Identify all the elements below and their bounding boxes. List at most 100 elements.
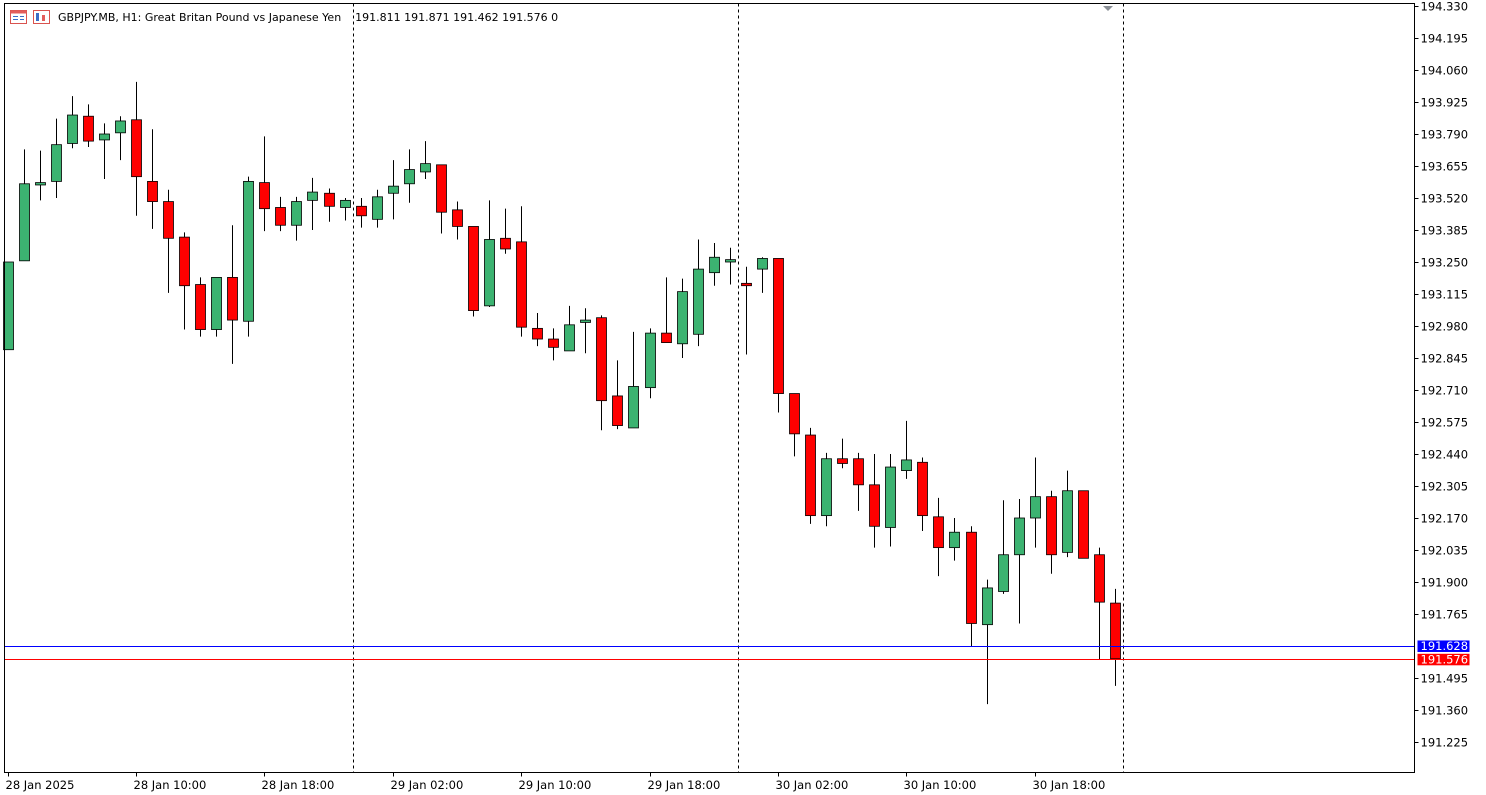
price-tick-label: 193.250	[1421, 256, 1469, 270]
candle	[51, 118, 62, 198]
time-tick-label: 29 Jan 02:00	[391, 778, 464, 792]
candle-body-bull	[1014, 517, 1025, 556]
chart-header: GBPJPY.MB, H1: Great Britan Pound vs Jap…	[10, 9, 558, 25]
candle	[757, 257, 768, 293]
trading-panel-icon[interactable]	[33, 10, 50, 24]
candle-body-bear	[548, 338, 559, 348]
candle	[998, 500, 1009, 594]
candle	[243, 176, 254, 337]
price-tick-label: 193.790	[1421, 128, 1469, 142]
candle-body-bull	[67, 114, 78, 144]
candle	[67, 96, 78, 149]
candle-body-bull	[211, 277, 222, 330]
candle	[227, 225, 238, 364]
candle	[291, 196, 302, 241]
candle-body-bull	[677, 291, 688, 345]
candle	[612, 360, 623, 430]
price-tick-label: 192.575	[1421, 416, 1469, 430]
price-tick-label: 193.115	[1421, 288, 1469, 302]
scroll-shift-marker[interactable]	[1103, 6, 1113, 11]
candle-body-bull	[564, 324, 575, 352]
candle	[307, 177, 318, 230]
candle	[195, 277, 206, 337]
chart-window-icon[interactable]	[10, 10, 27, 24]
candle	[661, 277, 672, 343]
candle-body-bull	[404, 169, 415, 185]
candle-body-bear	[500, 237, 511, 250]
candle	[933, 497, 944, 577]
candle-body-bull	[115, 120, 126, 134]
candle-body-bear	[275, 207, 286, 226]
candle	[211, 277, 222, 337]
candle	[645, 328, 656, 399]
candle-body-bull	[3, 261, 14, 351]
candle	[1046, 490, 1057, 574]
candle-body-bear	[1094, 554, 1105, 603]
candle	[885, 454, 896, 547]
price-tick-label: 194.195	[1421, 32, 1469, 46]
candle-body-bear	[1078, 490, 1089, 559]
price-lines	[4, 646, 1415, 660]
candle-body-bull	[725, 259, 736, 263]
candle	[901, 420, 912, 479]
candle	[35, 150, 46, 201]
candle-body-bull	[1062, 490, 1073, 553]
candle-body-bear	[805, 434, 816, 517]
price-tick-label: 191.495	[1421, 672, 1469, 686]
time-axis[interactable]: 28 Jan 2025 28 Jan 10:00 28 Jan 18:00 29 Ja…	[6, 772, 1106, 793]
candle	[131, 81, 142, 216]
price-tick-label: 193.655	[1421, 160, 1469, 174]
candle	[789, 393, 800, 457]
candle	[99, 123, 110, 180]
bid-price-tag-text: 191.628	[1421, 639, 1469, 653]
price-tick-label: 193.520	[1421, 192, 1469, 206]
ohlc-readout: 191.811 191.871 191.462 191.576 0	[355, 10, 559, 24]
price-tick-label: 194.330	[1421, 0, 1469, 14]
price-tick-label: 194.060	[1421, 64, 1469, 78]
price-tick-label: 193.925	[1421, 96, 1469, 110]
candle	[741, 266, 752, 355]
candle-body-bull	[628, 386, 639, 429]
time-tick-label: 30 Jan 02:00	[776, 778, 849, 792]
candle-body-bull	[19, 183, 30, 262]
candle	[628, 331, 639, 429]
candle-body-bear	[966, 531, 977, 624]
candle-body-bear	[83, 115, 94, 142]
candle	[548, 328, 559, 361]
candle	[677, 278, 688, 358]
price-tick-label: 191.900	[1421, 576, 1469, 590]
time-tick-label: 28 Jan 18:00	[262, 778, 335, 792]
price-tick-label: 193.385	[1421, 224, 1469, 238]
price-tick-label: 192.170	[1421, 512, 1469, 526]
candle	[388, 160, 399, 220]
candle	[596, 315, 607, 431]
candle	[982, 579, 993, 705]
candle-body-bear	[163, 201, 174, 239]
candle-body-bear	[596, 317, 607, 402]
candle	[420, 141, 431, 180]
candle-body-bull	[307, 191, 318, 201]
candle-body-bull	[949, 531, 960, 549]
candle	[19, 149, 30, 262]
candle-body-bull	[388, 185, 399, 194]
candle-body-bull	[340, 199, 351, 208]
candle	[869, 454, 880, 548]
candle-body-bull	[99, 133, 110, 141]
candle-body-bear	[356, 205, 367, 217]
candle-body-bear	[869, 484, 880, 527]
candle	[773, 258, 784, 413]
candle	[709, 243, 720, 286]
close-price-tag-text: 191.576	[1421, 652, 1469, 666]
candle-body-bear	[324, 192, 335, 207]
candle	[163, 189, 174, 293]
candle-body-bull	[982, 587, 993, 626]
price-tick-label: 192.440	[1421, 448, 1469, 462]
candle-body-bear	[1110, 602, 1121, 660]
candle	[917, 457, 928, 532]
candle	[484, 200, 495, 308]
price-axis[interactable]: 194.330 194.195 194.060 193.925 193.790 193.6…	[1414, 0, 1469, 750]
candle	[356, 198, 367, 228]
